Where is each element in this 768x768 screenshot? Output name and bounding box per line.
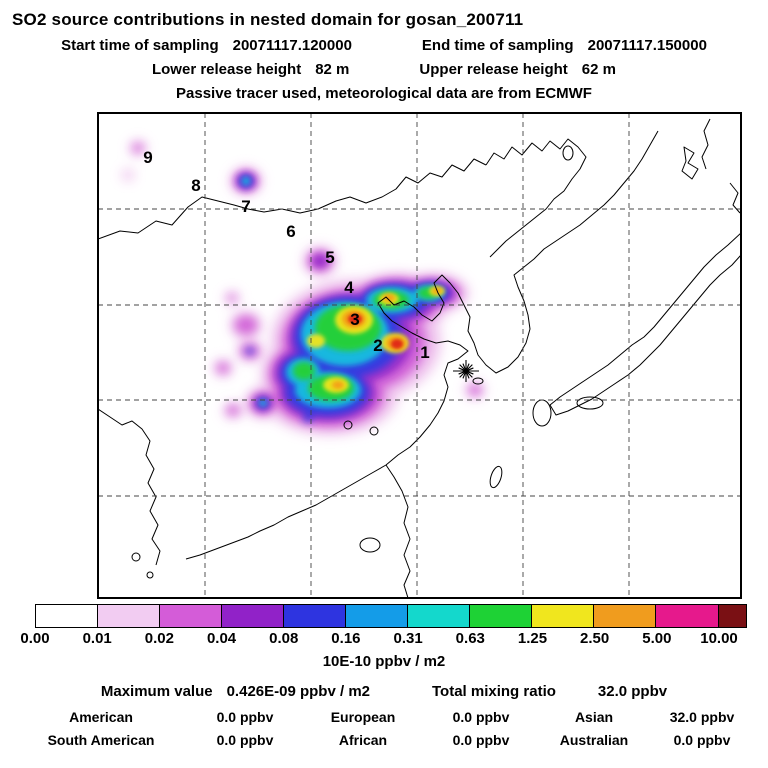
trajectory-label-5: 5 bbox=[325, 248, 334, 267]
region-name: Asian bbox=[574, 709, 614, 725]
region-value: 0.0 ppbv bbox=[452, 709, 510, 725]
region-value: 0.0 ppbv bbox=[216, 732, 274, 748]
colorbar-cell-4 bbox=[283, 605, 346, 627]
colorbar-cell-2 bbox=[159, 605, 222, 627]
colorbar-tick-0.04: 0.04 bbox=[206, 630, 237, 647]
concentration-plume bbox=[122, 140, 485, 435]
region-name: African bbox=[338, 732, 388, 748]
colorbar-cell-5 bbox=[345, 605, 408, 627]
trajectory-label-6: 6 bbox=[286, 222, 295, 241]
coast-right-edge bbox=[729, 182, 741, 214]
trajectory-label-4: 4 bbox=[344, 278, 354, 297]
colorbar-tick-0.01: 0.01 bbox=[82, 630, 112, 647]
trajectory-label-2: 2 bbox=[373, 336, 382, 355]
colorbar-cell-9 bbox=[593, 605, 656, 627]
upper-height-label: Upper release height bbox=[419, 61, 568, 78]
end-time-label: End time of sampling bbox=[421, 37, 574, 54]
coast-japan-honshu bbox=[549, 232, 741, 416]
region-value: 32.0 ppbv bbox=[669, 709, 735, 725]
region-value: 0.0 ppbv bbox=[452, 732, 510, 748]
trajectory-label-3: 3 bbox=[350, 310, 359, 329]
colorbar-cell-10 bbox=[655, 605, 718, 627]
total-mixing-ratio-value: 32.0 ppbv bbox=[597, 683, 668, 700]
coast-northeast-islet bbox=[681, 146, 699, 180]
colorbar-tick-0.16: 0.16 bbox=[331, 630, 361, 647]
end-time-value: 20071117.150000 bbox=[587, 37, 707, 54]
upper-height-value: 62 m bbox=[581, 61, 616, 78]
trajectory-label-1: 1 bbox=[420, 343, 429, 362]
lake-dongting bbox=[343, 420, 353, 430]
trajectory-label-9: 9 bbox=[143, 148, 152, 167]
island-shikoku bbox=[576, 396, 604, 410]
release-heights-row: Lower release height 82 m Upper release … bbox=[0, 61, 768, 78]
stats-summary-row: Maximum value 0.426E-09 ppbv / m2 Total … bbox=[0, 683, 768, 700]
colorbar-cell-0 bbox=[36, 605, 98, 627]
lake-poyang bbox=[369, 426, 379, 436]
region-value: 0.0 ppbv bbox=[673, 732, 731, 748]
colorbar-tick-labels: 0.00 0.01 0.02 0.04 0.08 0.16 0.31 0.63 1.25 2.50… bbox=[20, 630, 747, 648]
region-name: American bbox=[69, 709, 133, 725]
graticule bbox=[98, 113, 741, 598]
lower-height-label: Lower release height bbox=[151, 61, 302, 78]
colorbar-unit-label: 10E-10 ppbv / m2 bbox=[322, 653, 446, 670]
colorbar-cell-6 bbox=[407, 605, 470, 627]
trajectory-label-7: 7 bbox=[241, 197, 250, 216]
colorbar-tick-0.63: 0.63 bbox=[455, 630, 485, 647]
tracer-note-row: Passive tracer used, meteorological data… bbox=[0, 85, 768, 102]
colorbar-tick-0.02: 0.02 bbox=[144, 630, 174, 647]
region-mixing-ratio-table: American 0.0 ppbv European 0.0 ppbv Asian 32.… bbox=[16, 709, 756, 748]
region-value: 0.0 ppbv bbox=[216, 709, 274, 725]
coast-mainland bbox=[185, 130, 659, 560]
start-time-label: Start time of sampling bbox=[61, 37, 219, 54]
colorbar-tick-10.00: 10.00 bbox=[700, 630, 738, 647]
colorbar-tick-0.08: 0.08 bbox=[269, 630, 299, 647]
total-mixing-ratio-label: Total mixing ratio bbox=[432, 683, 556, 700]
colorbar-cell-7 bbox=[469, 605, 532, 627]
lake-khanka bbox=[562, 145, 574, 161]
island-hainan bbox=[359, 537, 381, 553]
island-taiwan bbox=[489, 465, 503, 489]
island-jeju bbox=[472, 377, 484, 385]
colorbar-tick-1.25: 1.25 bbox=[517, 630, 548, 647]
region-name: Australian bbox=[559, 732, 629, 748]
colorbar-tick-0.31: 0.31 bbox=[393, 630, 423, 647]
colorbar-tick-2.50: 2.50 bbox=[580, 630, 610, 647]
region-name: South American bbox=[47, 732, 155, 748]
island-small-1 bbox=[131, 552, 141, 562]
page-title: SO2 source contributions in nested domai… bbox=[12, 10, 524, 29]
colorbar-cell-1 bbox=[97, 605, 160, 627]
receptor-star-marker bbox=[453, 360, 479, 382]
sampling-times-row: Start time of sampling 20071117.120000 E… bbox=[0, 37, 768, 54]
map-frame bbox=[98, 113, 741, 598]
coast-bay-of-bengal bbox=[98, 408, 161, 566]
trajectory-label-8: 8 bbox=[191, 176, 200, 195]
colorbar-cell-8 bbox=[531, 605, 594, 627]
colorbar bbox=[35, 604, 747, 628]
max-value: 0.426E-09 ppbv / m2 bbox=[226, 683, 370, 700]
colorbar-tick-0.00: 0.00 bbox=[20, 630, 50, 647]
max-value-label: Maximum value bbox=[100, 683, 213, 700]
colorbar-cell-3 bbox=[221, 605, 284, 627]
border-line-northeast bbox=[485, 138, 587, 258]
tracer-note: Passive tracer used, meteorological data… bbox=[176, 85, 592, 102]
island-small-2 bbox=[146, 571, 154, 579]
lower-height-value: 82 m bbox=[315, 61, 350, 78]
start-time-value: 20071117.120000 bbox=[232, 37, 352, 54]
colorbar-tick-5.00: 5.00 bbox=[642, 630, 672, 647]
coast-sakhalin bbox=[701, 118, 711, 170]
plume-layer-red bbox=[348, 314, 403, 349]
coastlines bbox=[98, 118, 741, 598]
colorbar-cell-11 bbox=[717, 605, 746, 627]
colorbar-section: 0.00 0.01 0.02 0.04 0.08 0.16 0.31 0.63 1.25 2.50… bbox=[0, 604, 768, 670]
island-kyushu bbox=[532, 399, 552, 427]
coast-indochina bbox=[385, 464, 411, 598]
region-name: European bbox=[330, 709, 396, 725]
